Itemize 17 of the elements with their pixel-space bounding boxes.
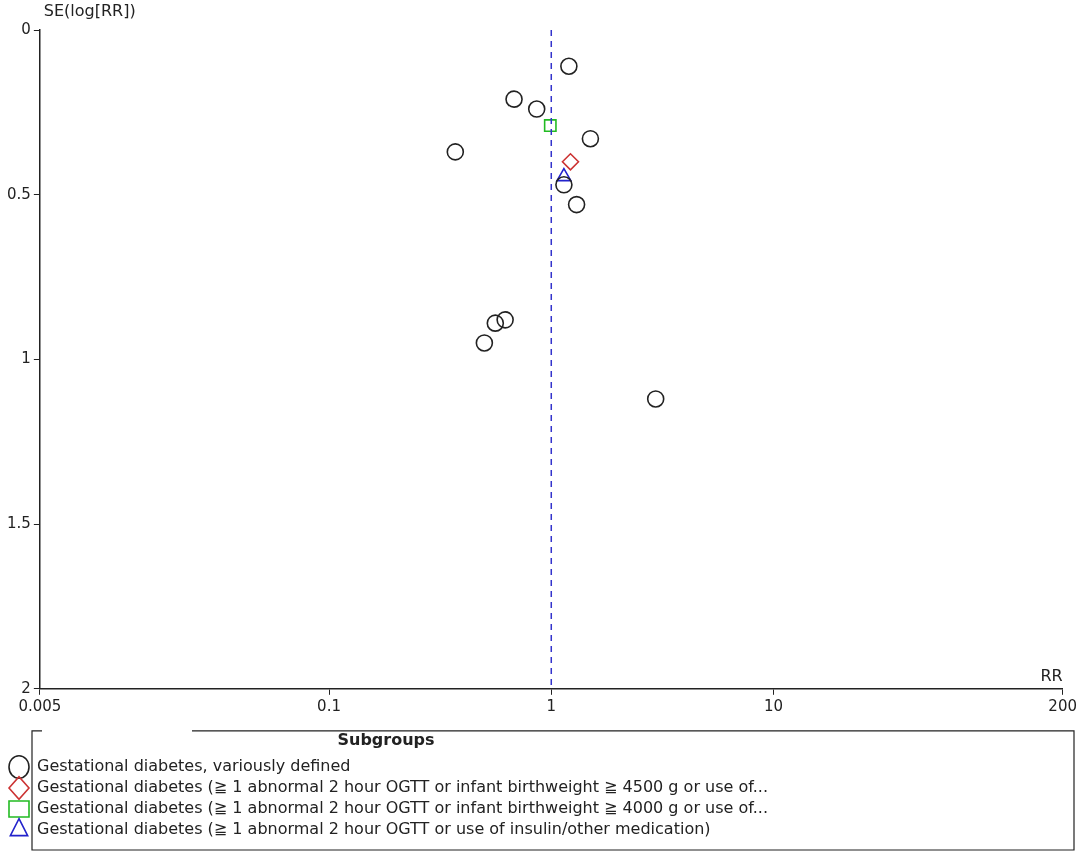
y-tick-label: 0 [21, 19, 31, 38]
x-axis-title: RR [1040, 665, 1063, 685]
x-tick-label: 200 [1048, 696, 1078, 715]
legend-label: Gestational diabetes (≧ 1 abnormal 2 hour OGTT or use of insulin/other medication) [37, 819, 711, 839]
legend-label: Gestational diabetes (≧ 1 abnormal 2 hour OGTT or infant birthweight ≧ 4500 g or use of... [37, 777, 768, 797]
y-tick-label: 2 [21, 678, 31, 697]
legend-label: Gestational diabetes, variously defined [37, 756, 351, 776]
x-tick-label: 1 [546, 696, 557, 715]
y-tick-label: 1 [21, 349, 31, 368]
y-tick-label: 0.5 [7, 184, 31, 203]
x-tick-label: 0.1 [317, 696, 341, 715]
legend-title: Subgroups [337, 729, 435, 749]
x-tick-label: 10 [763, 696, 784, 715]
y-tick-label: 1.5 [7, 513, 31, 532]
legend-label: Gestational diabetes (≧ 1 abnormal 2 hour OGTT or infant birthweight ≧ 4000 g or use of... [37, 798, 768, 818]
x-tick-label: 0.005 [18, 696, 62, 715]
y-axis-title: SE(log[RR]) [43, 1, 136, 21]
